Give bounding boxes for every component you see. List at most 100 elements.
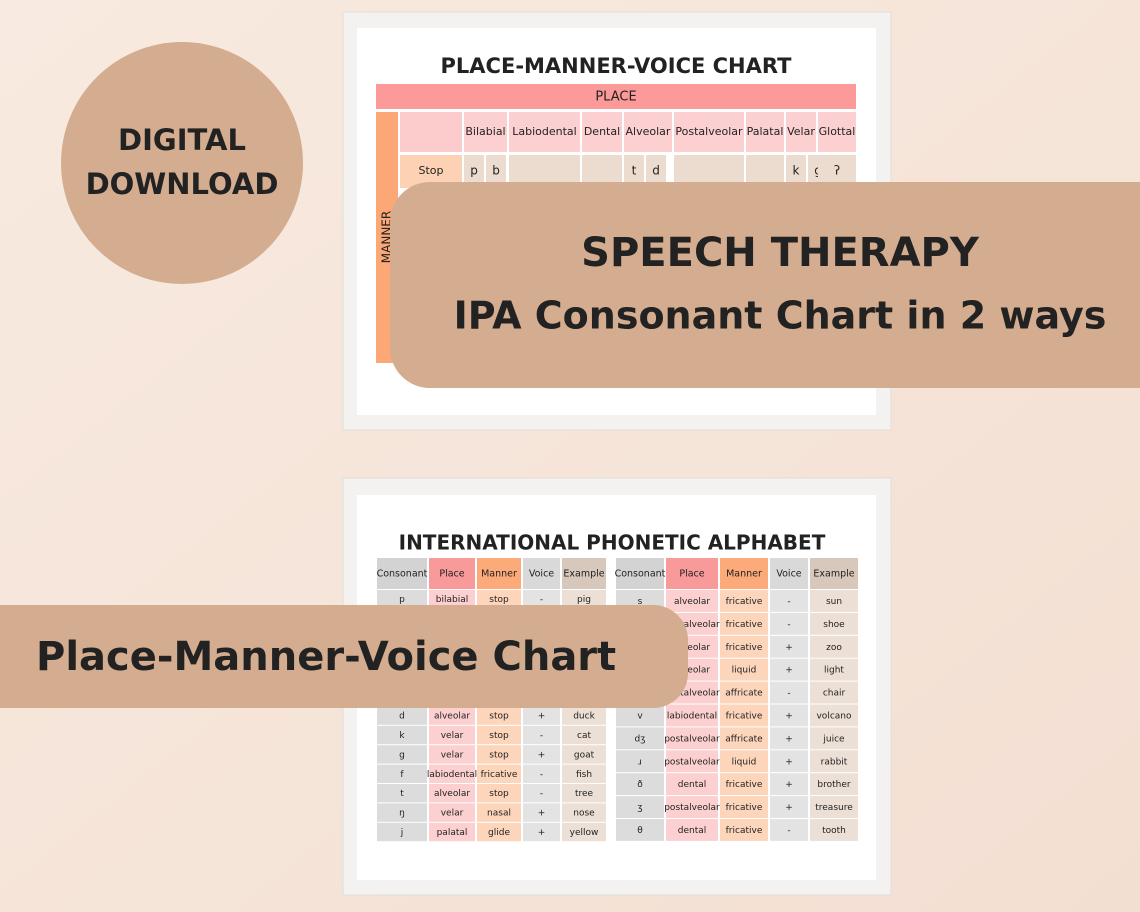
header-text: Example	[563, 569, 604, 580]
header-cell	[429, 558, 475, 589]
cell-text: postalveolar	[664, 757, 720, 767]
cell	[562, 803, 606, 822]
cell-text: stop	[489, 712, 509, 722]
cell	[429, 784, 475, 803]
cell-text: affricate	[725, 734, 763, 744]
cell-text: goat	[574, 750, 595, 760]
cell-text: +	[538, 750, 546, 760]
cell-text: palatal	[437, 828, 468, 838]
banner	[390, 182, 1140, 388]
cell-text: ð	[637, 780, 643, 790]
cell	[477, 706, 521, 725]
header-cell	[616, 558, 664, 589]
cell-text: fricative	[726, 643, 763, 653]
cell	[720, 704, 768, 727]
cell-text: velar	[441, 731, 464, 741]
cell	[377, 764, 427, 783]
cell	[666, 590, 718, 612]
header-text: Example	[813, 569, 854, 580]
header-text: Consonant	[615, 569, 666, 580]
cell	[377, 590, 427, 609]
cell-text: ʒ	[637, 803, 642, 813]
column-header-text: Velar	[787, 125, 815, 138]
cell	[523, 590, 560, 609]
column-header-text: Postalveolar	[675, 125, 743, 138]
cell	[770, 635, 808, 658]
cell-text: ʔ	[834, 164, 840, 178]
cell	[770, 727, 808, 750]
cell	[477, 822, 521, 842]
cell	[477, 725, 521, 745]
cell-text: -	[540, 770, 543, 780]
cell-text: shoe	[823, 620, 845, 630]
cell-text: -	[787, 689, 790, 699]
header-text: Place	[439, 569, 464, 580]
cell	[720, 796, 768, 818]
cell	[562, 745, 606, 764]
cell	[377, 784, 427, 803]
badge-text: DOWNLOAD	[86, 167, 279, 201]
column-header-text: Labiodental	[512, 125, 576, 138]
cell-text: stop	[489, 789, 509, 799]
cell	[720, 590, 768, 612]
cell-text: -	[787, 620, 790, 630]
column-header-text: Palatal	[747, 125, 784, 138]
cell-text: +	[538, 809, 546, 819]
cell	[377, 725, 427, 745]
place-manner-voice-chart: PLACE-MANNER-VOICE CHARTPLACEMANNERBilab…	[376, 54, 856, 363]
ipa-table: INTERNATIONAL PHONETIC ALPHABET Consonant…	[377, 531, 858, 842]
cell-text: brother	[817, 780, 850, 790]
cell	[646, 155, 666, 188]
cell	[523, 803, 560, 822]
cell-text: dental	[678, 826, 707, 836]
cell	[666, 704, 718, 727]
column-header	[582, 112, 622, 152]
cell-text: zoo	[826, 643, 842, 653]
cell	[377, 803, 427, 822]
cell-text: sun	[826, 597, 842, 607]
row-header-text: Stop	[418, 164, 443, 177]
cell-text: postalveolar	[664, 620, 720, 630]
cell-text: velar	[441, 750, 464, 760]
cell-text: p	[470, 164, 478, 178]
cell-text: p	[399, 595, 405, 605]
cell	[666, 727, 718, 750]
cell-text: postalveolar	[664, 689, 720, 699]
cell-text: k	[399, 731, 405, 741]
cell	[377, 745, 427, 764]
banner-subtitle: IPA Consonant Chart in 2 ways	[454, 294, 1107, 338]
cell-text: alveolar	[674, 643, 710, 653]
column-header-text: Alveolar	[626, 125, 671, 138]
cell	[770, 612, 808, 635]
cell	[616, 819, 664, 841]
banner-title: Place-Manner-Voice Chart	[36, 634, 616, 680]
column-header	[786, 112, 816, 152]
header-cell	[810, 558, 858, 589]
column-header	[674, 112, 744, 152]
cell	[770, 704, 808, 727]
cell	[429, 745, 475, 764]
cell	[562, 764, 606, 783]
cell	[616, 773, 664, 796]
cell	[400, 112, 462, 152]
cell	[810, 796, 858, 818]
cell	[616, 750, 664, 773]
cell-text: treasure	[815, 803, 853, 813]
cell-text: fricative	[726, 826, 763, 836]
header-text: Place	[679, 569, 704, 580]
cell-text: stop	[489, 750, 509, 760]
header-cell	[477, 558, 521, 589]
cell-text: +	[785, 666, 793, 676]
cell-text: rabbit	[821, 757, 848, 767]
cell-text: labiodental	[667, 711, 717, 721]
header-text: Consonant	[377, 569, 428, 580]
cell-text: +	[785, 757, 793, 767]
cell-text: liquid	[732, 666, 757, 676]
cell	[666, 796, 718, 818]
cell-text: pig	[577, 595, 591, 605]
cell-text: -	[540, 731, 543, 741]
cell-text: dental	[678, 780, 707, 790]
cell	[770, 819, 808, 841]
cell	[477, 803, 521, 822]
